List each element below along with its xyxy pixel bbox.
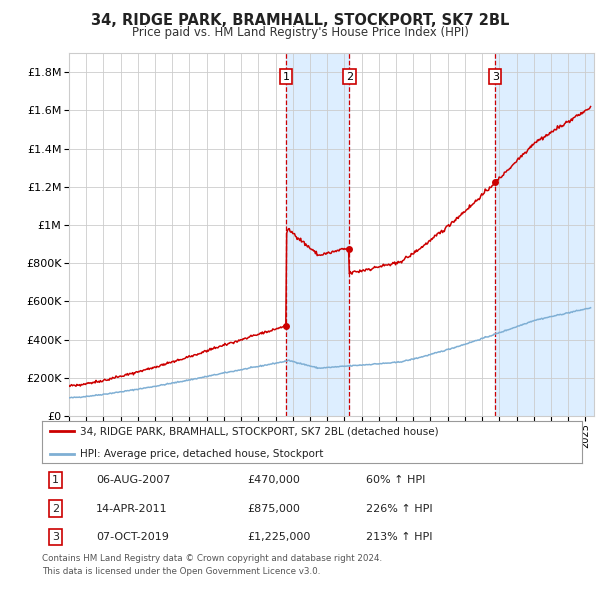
Text: 2: 2 [52, 504, 59, 513]
Text: 34, RIDGE PARK, BRAMHALL, STOCKPORT, SK7 2BL: 34, RIDGE PARK, BRAMHALL, STOCKPORT, SK7… [91, 13, 509, 28]
Bar [495, 53, 594, 416]
Text: 1: 1 [283, 72, 289, 81]
Text: 34, RIDGE PARK, BRAMHALL, STOCKPORT, SK7 2BL (detached house): 34, RIDGE PARK, BRAMHALL, STOCKPORT, SK7… [80, 427, 439, 436]
Text: 3: 3 [52, 532, 59, 542]
Text: £875,000: £875,000 [247, 504, 300, 513]
Text: Price paid vs. HM Land Registry's House Price Index (HPI): Price paid vs. HM Land Registry's House … [131, 26, 469, 39]
Text: 213% ↑ HPI: 213% ↑ HPI [366, 532, 433, 542]
Text: This data is licensed under the Open Government Licence v3.0.: This data is licensed under the Open Gov… [42, 567, 320, 576]
Text: Contains HM Land Registry data © Crown copyright and database right 2024.: Contains HM Land Registry data © Crown c… [42, 554, 382, 563]
Text: £1,225,000: £1,225,000 [247, 532, 311, 542]
Text: 2: 2 [346, 72, 353, 81]
Text: 07-OCT-2019: 07-OCT-2019 [96, 532, 169, 542]
Text: 14-APR-2011: 14-APR-2011 [96, 504, 167, 513]
Text: 1: 1 [52, 476, 59, 485]
Text: 3: 3 [491, 72, 499, 81]
Text: HPI: Average price, detached house, Stockport: HPI: Average price, detached house, Stoc… [80, 449, 323, 459]
Text: 226% ↑ HPI: 226% ↑ HPI [366, 504, 433, 513]
Text: 60% ↑ HPI: 60% ↑ HPI [366, 476, 425, 485]
Text: £470,000: £470,000 [247, 476, 300, 485]
Text: 06-AUG-2007: 06-AUG-2007 [96, 476, 170, 485]
Bar [286, 53, 349, 416]
